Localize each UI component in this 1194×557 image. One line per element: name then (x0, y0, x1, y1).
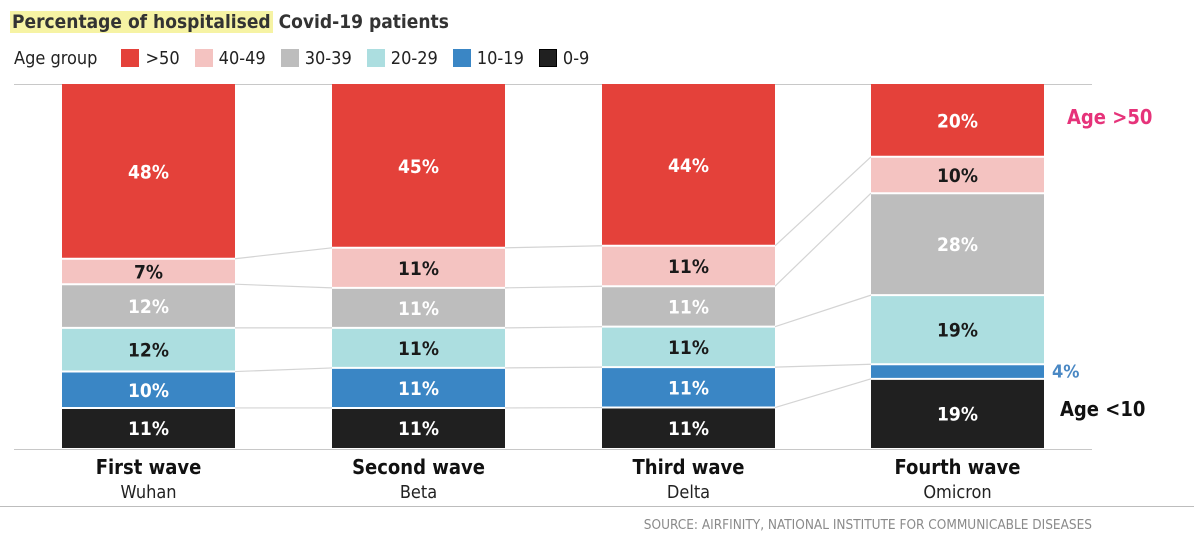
data-label: 10% (937, 165, 978, 187)
connector-line (774, 294, 872, 328)
legend-label: >50 (145, 47, 180, 69)
data-label: 11% (668, 418, 709, 440)
legend-item: 20-29 (366, 47, 438, 69)
category-label: First wave (96, 455, 202, 479)
bar-segment (871, 193, 1044, 296)
connector-line (774, 363, 872, 368)
legend-swatch (121, 49, 140, 67)
legend-swatch (538, 49, 557, 67)
subcategory-label: Delta (667, 482, 710, 503)
data-label: 12% (128, 340, 169, 362)
connector-line (234, 247, 333, 260)
legend-item: 40-49 (194, 47, 266, 69)
data-label: 20% (937, 110, 978, 132)
data-label: 45% (398, 156, 439, 178)
data-label: 44% (668, 155, 709, 177)
legend-label: 20-29 (390, 47, 438, 69)
chart-title-rest: Covid-19 patients (278, 11, 449, 33)
data-label: 11% (398, 338, 439, 360)
legend-label: 30-39 (304, 47, 352, 69)
connector-line (774, 192, 872, 287)
data-label: 11% (398, 378, 439, 400)
connector-line (504, 245, 603, 249)
legend-item: 0-9 (538, 47, 590, 69)
data-label: 11% (398, 298, 439, 320)
subcategory-label: Beta (400, 482, 437, 503)
data-label: 11% (398, 258, 439, 280)
subcategory-label: Omicron (923, 482, 991, 503)
legend-label: 0-9 (562, 47, 590, 69)
bar-segment (871, 295, 1044, 365)
bar-segment (332, 84, 505, 248)
data-label: 11% (668, 256, 709, 278)
bar-segment (602, 367, 775, 408)
connector-line (504, 366, 603, 369)
data-label: 11% (398, 418, 439, 440)
bar-segment (62, 84, 235, 259)
data-label: 11% (668, 296, 709, 318)
connector-line (234, 283, 333, 289)
legend-swatch (194, 49, 213, 67)
category-label: Fourth wave (895, 455, 1021, 479)
bar-segment (871, 364, 1044, 379)
data-label: 12% (128, 296, 169, 318)
connector-line (774, 378, 872, 409)
legend-item: 30-39 (280, 47, 352, 69)
bar-segment (62, 327, 235, 372)
data-label: 28% (937, 234, 978, 256)
legend-swatch (452, 49, 471, 67)
bar-segment (871, 378, 1044, 448)
category-label: Third wave (633, 455, 745, 479)
bar-segment (602, 326, 775, 368)
bar-segment (332, 327, 505, 368)
legend-title: Age group (14, 47, 98, 69)
legend-swatch (280, 49, 299, 67)
bar-segment (332, 287, 505, 328)
bar-segment (602, 245, 775, 287)
legend-item: 10-19 (452, 47, 524, 69)
bar-segment (62, 284, 235, 328)
legend-swatch (366, 49, 385, 67)
legend-item: >50 (121, 47, 180, 69)
bar-segment (871, 156, 1044, 194)
connector-line (504, 326, 603, 329)
data-label: 48% (128, 161, 169, 183)
data-label: 11% (128, 418, 169, 440)
subcategory-label: Wuhan (120, 482, 176, 503)
connector-line (234, 367, 333, 373)
legend: Age group >50 40-49 30-39 20-29 10-19 0-9 (14, 44, 604, 72)
connector-line (774, 156, 872, 247)
bar-segment (871, 84, 1044, 157)
bar-segment (62, 258, 235, 285)
bar-segment (602, 407, 775, 448)
data-label: 19% (937, 320, 978, 342)
legend-label: 10-19 (476, 47, 524, 69)
data-label: 11% (668, 377, 709, 399)
data-label: 19% (937, 403, 978, 425)
bar-segment (62, 371, 235, 408)
chart-title-highlight: Percentage of hospitalised (10, 11, 273, 33)
bar-segment (602, 286, 775, 327)
bar-segment (62, 407, 235, 448)
chart-title: Percentage of hospitalised Covid-19 pati… (10, 7, 449, 37)
bar-segment (332, 407, 505, 448)
bar-segment (332, 367, 505, 408)
bar-segment (332, 247, 505, 288)
bar-segment (602, 84, 775, 246)
data-label: 10% (128, 380, 169, 402)
connector-lines (234, 156, 872, 409)
annotation-age-over-50: Age >50 (1067, 105, 1152, 129)
legend-label: 40-49 (218, 47, 266, 69)
data-label: 7% (134, 261, 163, 283)
data-label: 11% (668, 337, 709, 359)
category-label: Second wave (352, 455, 485, 479)
connector-line (504, 285, 603, 289)
annotation-age-under-10: Age <10 (1060, 397, 1145, 421)
source-note: SOURCE: AIRFINITY, NATIONAL INSTITUTE FO… (643, 517, 1092, 533)
outside-data-label: 4% (1052, 362, 1080, 383)
